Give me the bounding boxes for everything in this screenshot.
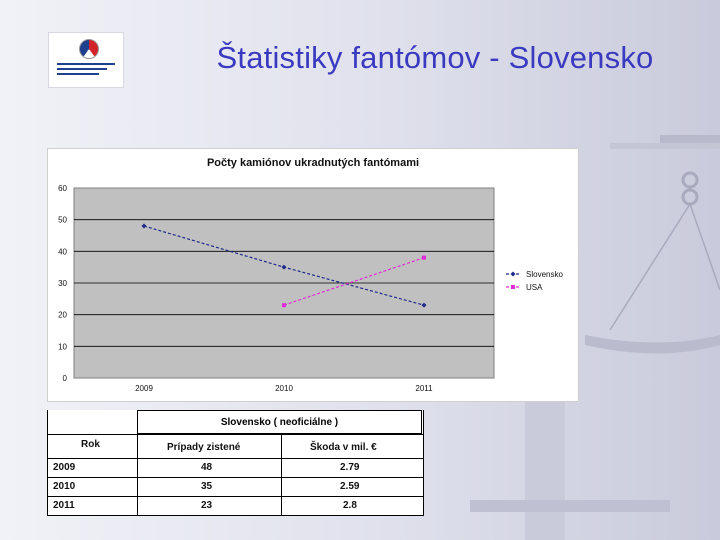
table-border (47, 515, 424, 516)
table-header-year: Rok (81, 439, 100, 450)
data-point (421, 302, 427, 308)
data-point (422, 255, 426, 260)
legend-marker (511, 285, 515, 289)
y-tick-label: 40 (58, 247, 67, 256)
y-tick-label: 50 (58, 216, 67, 225)
table-border (423, 410, 424, 516)
logo-text-line (57, 63, 115, 65)
y-tick-label: 30 (58, 279, 67, 288)
table-cell: 2011 (53, 500, 75, 511)
chart-canvas: 0 10 20 30 40 50 60 2009 2010 2011 Slovensko USA (58, 184, 563, 393)
organization-logo (48, 32, 124, 88)
line-chart: Počty kamiónov ukradnutých fantómami 0 10… (47, 148, 579, 402)
table-header-damage: Škoda v mil. € (310, 442, 377, 453)
table-border (47, 496, 424, 497)
table-border (47, 410, 48, 516)
y-tick-label: 10 (58, 342, 67, 351)
table-header-cases: Prípady zistené (167, 442, 241, 453)
logo-emblem-icon (79, 39, 99, 59)
logo-text-line (57, 68, 107, 70)
logo-text-line (57, 73, 99, 75)
legend-label: USA (526, 283, 543, 292)
legend-marker (510, 271, 516, 277)
table-cell: 2010 (53, 481, 76, 492)
table-cell: 2.79 (340, 462, 360, 473)
table-border (47, 458, 424, 459)
table-title: Slovensko ( neoficiálne ) (137, 410, 422, 434)
y-tick-label: 20 (58, 311, 67, 320)
table-border (47, 434, 424, 435)
data-point (281, 264, 287, 270)
x-tick-label: 2009 (135, 384, 153, 393)
table-cell: 2.59 (340, 481, 360, 492)
legend-label: Slovensko (526, 270, 563, 279)
data-point (141, 223, 147, 229)
table-border (281, 434, 282, 516)
y-tick-label: 60 (58, 184, 67, 193)
table-cell: 23 (201, 500, 213, 511)
table-cell: 2.8 (343, 500, 357, 511)
slide-title: Štatistiky fantómov - Slovensko (216, 40, 654, 75)
table-border (137, 434, 138, 516)
data-point (282, 303, 286, 308)
x-tick-label: 2011 (415, 384, 433, 393)
chart-title: Počty kamiónov ukradnutých fantómami (206, 157, 420, 169)
x-tick-label: 2010 (275, 384, 293, 393)
table-border (47, 477, 424, 478)
stats-table: Slovensko ( neoficiálne ) Rok Prípady zi… (47, 410, 424, 516)
table-cell: 2009 (53, 462, 76, 473)
y-tick-label: 0 (63, 374, 68, 383)
table-cell: 48 (201, 462, 213, 473)
table-cell: 35 (201, 481, 213, 492)
